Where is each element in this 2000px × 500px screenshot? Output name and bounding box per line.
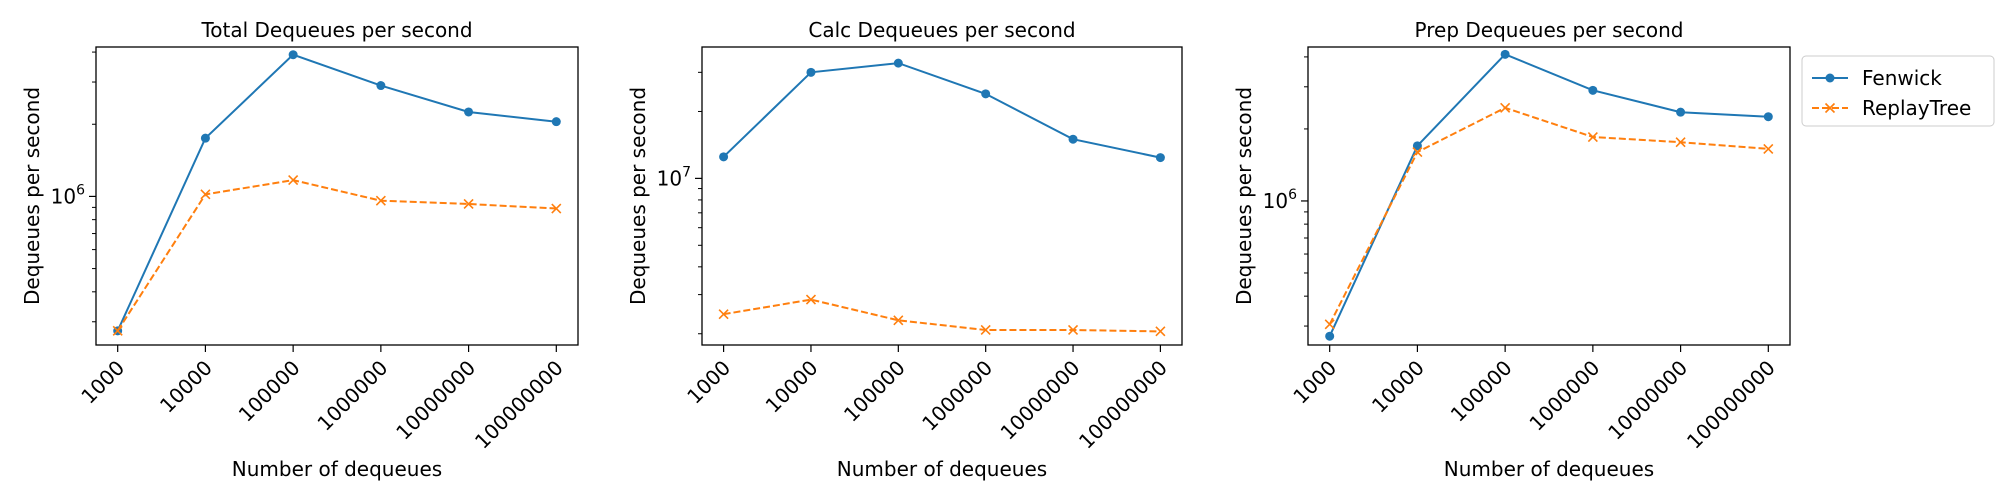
y-tick-base: 10 — [51, 184, 76, 208]
data-point — [1067, 324, 1079, 336]
data-point — [806, 67, 816, 77]
y-tick-base: 10 — [1263, 189, 1288, 213]
data-point — [893, 315, 904, 326]
x-axis-label: Number of dequeues — [837, 457, 1047, 481]
legend-label: ReplayTree — [1862, 96, 1971, 120]
data-point — [376, 81, 386, 91]
series-line — [116, 53, 557, 332]
series-line — [722, 62, 1161, 159]
data-point — [1675, 137, 1686, 148]
data-point — [1763, 143, 1774, 154]
x-tick-label: 1000000 — [1524, 356, 1604, 436]
data-point — [288, 175, 299, 186]
x-tick-label: 10000 — [761, 356, 823, 418]
chart-panels: Total Dequeues per second Number of deque… — [20, 18, 1995, 481]
plot-frame — [1307, 46, 1791, 346]
series-line — [116, 179, 557, 332]
chart-title: Calc Dequeues per second — [808, 18, 1075, 42]
data-point — [1500, 102, 1511, 113]
plot-frame — [701, 46, 1183, 346]
x-tick-label: 1000000 — [312, 356, 392, 436]
data-point — [1155, 153, 1165, 163]
series-fenwick — [113, 50, 561, 336]
x-axis-label: Number of dequeues — [1444, 457, 1654, 481]
data-point — [1325, 331, 1335, 341]
y-axis-label: Dequeues per second — [626, 87, 650, 305]
series-replaytree — [112, 175, 562, 336]
data-point — [1763, 112, 1773, 122]
data-point — [805, 294, 817, 305]
data-point — [719, 152, 729, 162]
y-tick-base: 10 — [657, 166, 682, 190]
chart-panel-1: Total Dequeues per second Number of deque… — [20, 18, 579, 481]
y-tick-label: 106 — [1263, 187, 1297, 213]
x-tick-label: 100000 — [839, 356, 910, 427]
y-tick-label: 107 — [657, 164, 691, 190]
x-tick-label: 1000000 — [917, 356, 997, 436]
x-tick-label: 10000000 — [996, 356, 1085, 445]
legend-box — [1801, 55, 1995, 127]
chart-panel-3: Prep Dequeues per second Number of dequeu… — [1232, 18, 1995, 481]
data-point — [1676, 107, 1686, 117]
data-point — [718, 309, 729, 320]
data-point — [893, 58, 903, 68]
data-point — [1155, 326, 1166, 337]
data-point — [200, 133, 210, 143]
chart-title: Total Dequeues per second — [200, 18, 472, 42]
x-tick-label: 10000 — [155, 356, 217, 418]
data-point — [1324, 319, 1335, 330]
series-line — [1328, 53, 1769, 337]
data-point — [1412, 147, 1423, 158]
legend-marker — [1824, 102, 1836, 114]
y-tick-exponent: 7 — [682, 164, 691, 180]
series-line — [723, 298, 1161, 333]
data-point — [112, 325, 123, 336]
data-point — [1588, 85, 1598, 95]
x-tick-label: 100000000 — [470, 356, 568, 454]
chart-title: Prep Dequeues per second — [1415, 18, 1684, 42]
chart-panel-2: Calc Dequeues per second Number of dequeu… — [626, 18, 1183, 481]
series-line — [1328, 106, 1769, 325]
data-point — [288, 50, 298, 60]
x-tick-label: 100000000 — [1682, 356, 1780, 454]
x-axis-label: Number of dequeues — [232, 457, 442, 481]
data-point — [375, 195, 386, 206]
data-point — [980, 324, 991, 336]
x-tick-label: 10000000 — [1603, 356, 1692, 445]
data-point — [200, 189, 211, 200]
plot-frame — [95, 46, 579, 346]
legend: Fenwick ReplayTree — [1801, 55, 1995, 127]
legend-marker — [1825, 73, 1835, 83]
x-tick-label: 1000 — [76, 356, 129, 409]
y-tick-label: 106 — [51, 182, 85, 208]
data-point — [1068, 134, 1078, 144]
y-tick-exponent: 6 — [76, 182, 85, 198]
data-point — [551, 117, 561, 127]
data-point — [1412, 141, 1422, 151]
x-tick-label: 10000 — [1367, 356, 1429, 418]
series-replaytree — [1324, 102, 1774, 330]
data-point — [463, 198, 474, 210]
y-axis-label: Dequeues per second — [1232, 87, 1256, 305]
series-fenwick — [719, 58, 1165, 163]
series-fenwick — [1325, 49, 1773, 341]
x-tick-label: 10000000 — [391, 356, 480, 445]
legend-label: Fenwick — [1862, 66, 1942, 90]
x-tick-label: 100000000 — [1074, 356, 1172, 454]
y-axis-label: Dequeues per second — [20, 87, 44, 305]
x-tick-label: 1000 — [1288, 356, 1341, 409]
data-point — [1500, 49, 1510, 59]
data-point — [981, 89, 991, 99]
y-tick-exponent: 6 — [1288, 187, 1297, 203]
x-tick-label: 100000 — [234, 356, 305, 427]
x-tick-label: 1000 — [682, 356, 735, 409]
series-replaytree — [718, 294, 1166, 337]
data-point — [464, 107, 474, 117]
data-point — [1587, 131, 1598, 143]
x-tick-label: 100000 — [1446, 356, 1517, 427]
data-point — [551, 203, 562, 214]
